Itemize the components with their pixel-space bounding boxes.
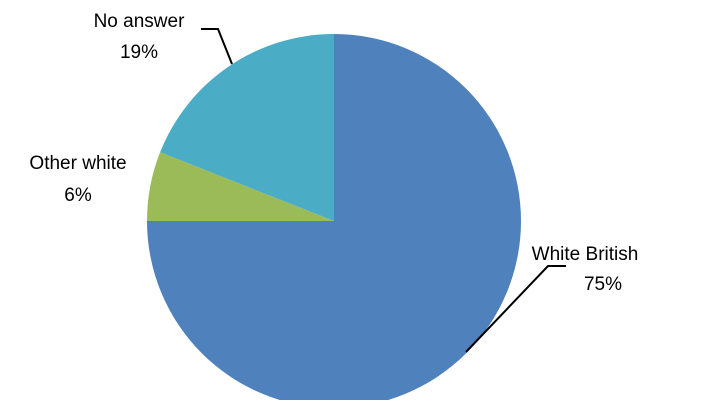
slice-value-label-other-white: 6% <box>64 185 92 206</box>
slice-label-no-answer: No answer <box>94 11 185 32</box>
pie-slice-other-white <box>147 152 334 221</box>
slice-label-white-british: White British <box>532 244 639 265</box>
slice-value-label-no-answer: 19% <box>120 42 158 63</box>
leader-line-white-british <box>465 265 566 353</box>
pie-slice-no-answer <box>160 34 334 221</box>
leader-line-no-answer <box>201 28 233 65</box>
slice-label-other-white: Other white <box>29 153 126 174</box>
slice-value-label-white-british: 75% <box>584 274 622 295</box>
